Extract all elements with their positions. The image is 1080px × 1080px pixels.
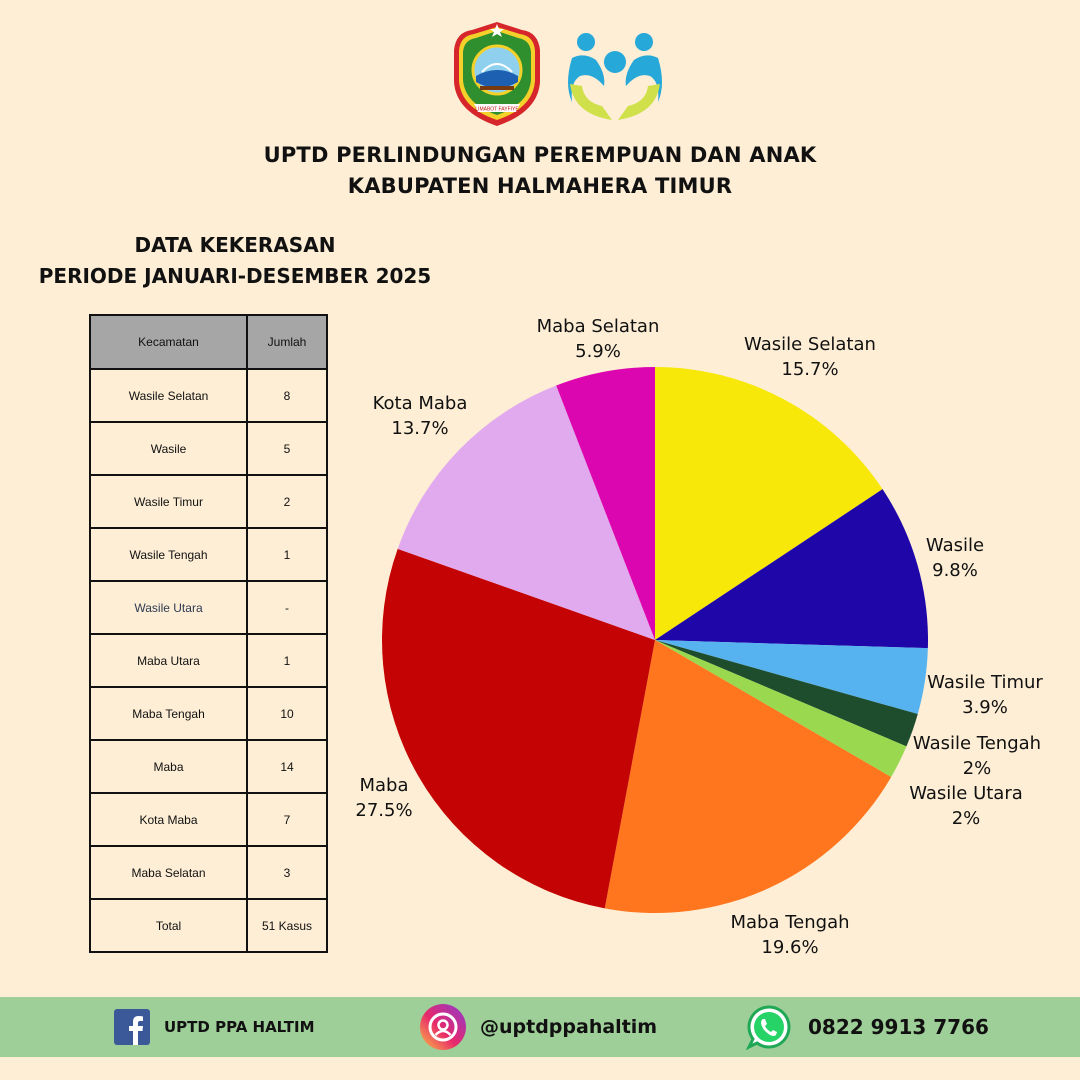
pie-slice-maba-tengah: [604, 640, 892, 913]
pie-label-percent: 13.7%: [391, 418, 448, 439]
header-kecamatan: Kecamatan: [89, 314, 248, 370]
pie-slice-wasile-selatan: [655, 367, 883, 640]
cell-jumlah: 1: [246, 633, 328, 688]
instagram-icon: [420, 1004, 466, 1050]
cell-jumlah: -: [246, 580, 328, 635]
organization-title-line2: KABUPATEN HALMAHERA TIMUR: [347, 174, 733, 198]
pie-label-percent: 2%: [952, 808, 981, 829]
pie-slice-wasile: [655, 489, 928, 649]
instagram-contact[interactable]: @uptdppahaltim: [420, 997, 657, 1057]
pie-slice-kota-maba: [397, 385, 655, 640]
ppa-family-logo-icon: [562, 22, 668, 130]
pie-label-name: Maba Selatan: [537, 316, 660, 337]
cell-total-label: Total: [89, 898, 248, 953]
pie-slice-maba: [381, 548, 655, 909]
pie-label-percent: 2%: [963, 758, 992, 779]
cell-kecamatan: Kota Maba: [89, 792, 248, 847]
cell-jumlah: 2: [246, 474, 328, 529]
table-header-row: Kecamatan Jumlah: [89, 314, 328, 370]
table-row: Wasile Utara -: [89, 580, 328, 635]
pie-label-percent: 15.7%: [781, 359, 838, 380]
facebook-icon: [114, 1009, 150, 1045]
organization-title-line1: UPTD PERLINDUNGAN PEREMPUAN DAN ANAK: [263, 143, 817, 167]
pie-slice-maba-selatan: [556, 367, 655, 640]
table-row: Maba Utara 1: [89, 633, 328, 688]
cell-kecamatan: Maba: [89, 739, 248, 794]
pie-label-name: Wasile: [926, 535, 984, 556]
pie-label-percent: 27.5%: [355, 800, 412, 821]
table-row: Wasile Tengah 1: [89, 527, 328, 582]
cell-kecamatan: Maba Selatan: [89, 845, 248, 900]
cell-total-value: 51 Kasus: [246, 898, 328, 953]
cell-jumlah: 1: [246, 527, 328, 582]
table-row: Wasile Timur 2: [89, 474, 328, 529]
pie-label-name: Kota Maba: [373, 393, 468, 414]
cell-kecamatan: Wasile Tengah: [89, 527, 248, 582]
pie-slice-wasile-timur: [655, 640, 928, 715]
table-total-row: Total 51 Kasus: [89, 898, 328, 953]
cell-jumlah: 5: [246, 421, 328, 476]
data-title-line2: PERIODE JANUARI-DESEMBER 2025: [38, 264, 432, 288]
cell-kecamatan: Wasile Timur: [89, 474, 248, 529]
pie-label-name: Wasile Timur: [927, 672, 1043, 693]
data-title: DATA KEKERASAN PERIODE JANUARI-DESEMBER …: [20, 230, 450, 292]
pie-label-percent: 9.8%: [932, 560, 978, 581]
whatsapp-number: 0822 9913 7766: [808, 1015, 989, 1039]
cell-jumlah: 7: [246, 792, 328, 847]
cell-kecamatan: Wasile Selatan: [89, 368, 248, 423]
regency-crest-icon: LIMABOT FAYFIYE: [452, 20, 542, 128]
table-row: Wasile 5: [89, 421, 328, 476]
facebook-contact[interactable]: UPTD PPA HALTIM: [114, 997, 315, 1057]
pie-slice-wasile-tengah: [655, 640, 918, 747]
table-row: Wasile Selatan 8: [89, 368, 328, 423]
cell-kecamatan: Maba Tengah: [89, 686, 248, 741]
pie-label-name: Maba: [359, 775, 408, 796]
cell-kecamatan: Wasile: [89, 421, 248, 476]
pie-label-name: Wasile Selatan: [744, 334, 876, 355]
header-jumlah: Jumlah: [246, 314, 328, 370]
pie-label-name: Wasile Utara: [909, 783, 1023, 804]
cell-jumlah: 8: [246, 368, 328, 423]
table-row: Kota Maba 7: [89, 792, 328, 847]
facebook-handle: UPTD PPA HALTIM: [164, 1018, 315, 1036]
table-row: Maba 14: [89, 739, 328, 794]
cell-kecamatan: Maba Utara: [89, 633, 248, 688]
pie-label-name: Maba Tengah: [730, 912, 849, 933]
cell-kecamatan: Wasile Utara: [89, 580, 248, 635]
crest-ribbon-text: LIMABOT FAYFIYE: [475, 107, 519, 113]
pie-label-percent: 3.9%: [962, 697, 1008, 718]
table-row: Maba Selatan 3: [89, 845, 328, 900]
organization-title: UPTD PERLINDUNGAN PEREMPUAN DAN ANAK KAB…: [0, 140, 1080, 202]
cell-jumlah: 14: [246, 739, 328, 794]
pie-label-percent: 19.6%: [761, 937, 818, 958]
cases-table: Kecamatan Jumlah Wasile Selatan 8 Wasile…: [89, 314, 328, 953]
data-title-line1: DATA KEKERASAN: [134, 233, 336, 257]
pie-label-name: Wasile Tengah: [913, 733, 1041, 754]
pie-slice-wasile-utara: [655, 640, 907, 777]
table-row: Maba Tengah 10: [89, 686, 328, 741]
cell-jumlah: 3: [246, 845, 328, 900]
instagram-handle: @uptdppahaltim: [480, 1016, 658, 1038]
pie-label-percent: 5.9%: [575, 341, 621, 362]
whatsapp-contact[interactable]: 0822 9913 7766: [746, 997, 989, 1057]
cell-jumlah: 10: [246, 686, 328, 741]
whatsapp-icon: [746, 1005, 791, 1050]
pie-chart: Wasile Selatan 15.7% Wasile 9.8% Wasile Timu…: [355, 316, 1043, 958]
footer-bar: UPTD PPA HALTIM @uptdppahaltim 0822 9913…: [0, 997, 1080, 1057]
